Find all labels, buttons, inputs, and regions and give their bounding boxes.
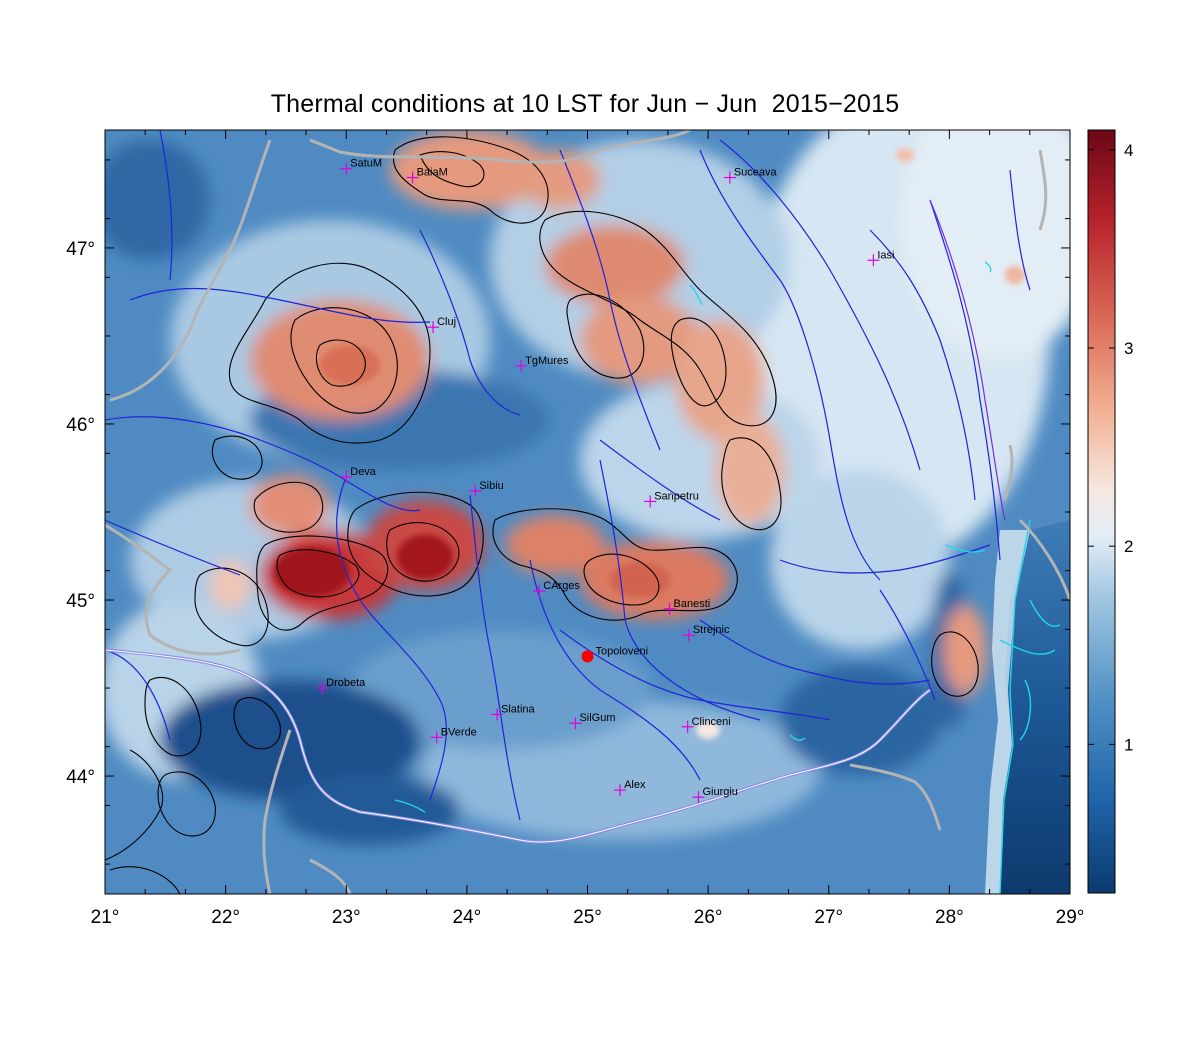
city-marker: Sanpetru [644, 490, 699, 508]
lon-tick-label: 27° [814, 907, 843, 928]
lat-tick-label: 46° [66, 415, 95, 436]
city-marker: Alex [614, 779, 646, 797]
lakes-coastline [394, 261, 1061, 894]
lat-tick-label: 47° [66, 239, 95, 260]
city-marker: CArges [533, 580, 580, 598]
city-label: Clinceni [692, 716, 731, 728]
heatmap-field [105, 130, 1070, 894]
city-marker: Deva [340, 466, 377, 483]
city-label: Alex [624, 779, 646, 791]
city-marker: Drobeta [316, 677, 366, 695]
city-label: Giurgiu [702, 786, 737, 798]
city-label: Cluj [437, 316, 456, 328]
colorbar: 1 2 3 4 [1087, 129, 1133, 894]
city-marker: BaiaM [406, 167, 448, 184]
topoloveni-marker [581, 650, 594, 663]
city-marker: SatuM [340, 158, 382, 175]
lon-tick-label: 24° [453, 907, 482, 928]
rivers [105, 130, 1031, 821]
city-label: Slatina [501, 703, 536, 715]
city-label: BVerde [441, 726, 477, 738]
lon-tick-label: 21° [91, 907, 120, 928]
contour-lines [105, 136, 979, 894]
city-label: Suceava [734, 167, 778, 179]
lat-tick-label: 44° [66, 767, 95, 788]
city-label: Iasi [877, 249, 894, 261]
city-marker: Giurgiu [692, 786, 738, 804]
longitude-axis: 21° 22° 23° 24° 25° 26° 27° 28° 29° [91, 130, 1085, 928]
city-label: Banesti [674, 598, 711, 610]
topoloveni-label: Topoloveni [596, 645, 649, 657]
city-markers: SatuM BaiaM Suceava Iasi Cluj TgMures Deva Sibi… [316, 158, 895, 804]
city-marker: Strejnic [682, 624, 730, 642]
city-label: CArges [543, 580, 580, 592]
lon-tick-label: 23° [332, 907, 361, 928]
colorbar-gradient [1087, 129, 1116, 894]
danube-river [105, 648, 931, 844]
city-label: Deva [350, 466, 377, 478]
city-label: SatuM [350, 158, 382, 170]
city-marker: BVerde [430, 726, 477, 744]
colorbar-tick-label: 1 [1124, 735, 1133, 754]
lon-tick-label: 29° [1056, 907, 1085, 928]
city-marker: SilGum [569, 712, 616, 730]
colorbar-tick-label: 2 [1124, 537, 1133, 556]
city-label: Drobeta [326, 677, 366, 689]
city-label: BaiaM [417, 167, 448, 179]
city-marker: Sibiu [469, 480, 504, 497]
colorbar-tick-label: 4 [1124, 141, 1133, 160]
page-title: Thermal conditions at 10 LST for Jun − J… [270, 90, 900, 118]
city-label: Sibiu [479, 480, 503, 492]
city-marker: TgMures [515, 355, 569, 372]
lon-tick-label: 26° [694, 907, 723, 928]
lon-tick-label: 28° [935, 907, 964, 928]
city-marker: Clinceni [681, 716, 731, 733]
city-label: Sanpetru [654, 490, 699, 502]
highlight-marker: Topoloveni [581, 645, 649, 663]
lat-tick-label: 45° [66, 591, 95, 612]
city-marker: Banesti [663, 598, 711, 615]
city-marker: Slatina [491, 703, 536, 721]
lon-tick-label: 25° [573, 907, 602, 928]
lon-tick-label: 22° [211, 907, 240, 928]
city-marker: Iasi [867, 249, 895, 267]
city-label: TgMures [525, 355, 569, 367]
purple-border [929, 199, 1006, 521]
latitude-axis: 44° 45° 46° 47° [66, 159, 1070, 865]
colorbar-tick-label: 3 [1124, 339, 1133, 358]
country-borders [105, 130, 1070, 894]
city-marker: Cluj [427, 316, 456, 334]
city-label: Strejnic [693, 624, 730, 636]
city-label: SilGum [579, 712, 615, 724]
colorbar-ticks: 1 2 3 4 [1088, 141, 1133, 754]
city-marker: Suceava [723, 167, 778, 184]
